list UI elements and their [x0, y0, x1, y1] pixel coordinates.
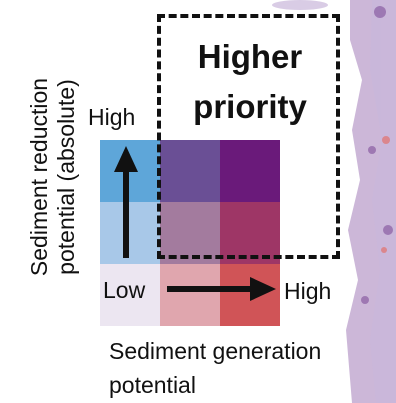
y-axis-label-line2: potential (absolute)	[53, 79, 79, 275]
x-axis-label-line2: potential	[109, 372, 196, 398]
cell-high-mid	[160, 140, 220, 202]
cell-mid-low	[100, 202, 160, 264]
priority-box	[157, 14, 340, 259]
x-axis-label: Sediment generation potential	[109, 334, 321, 402]
cell-high-high	[220, 140, 280, 202]
cell-mid-high	[220, 202, 280, 264]
x-axis-arrow	[167, 277, 276, 301]
y-axis-arrow	[114, 146, 138, 258]
x-low-label: Low	[103, 277, 146, 303]
x-axis-label-line1: Sediment generation	[109, 338, 322, 364]
x-high-label: High	[284, 278, 332, 304]
cell-low-low	[100, 264, 160, 326]
priority-label: Higher priority	[193, 38, 307, 125]
y-axis-label-line1: Sediment reduction	[26, 77, 52, 277]
cell-low-mid	[160, 264, 220, 326]
cell-mid-mid	[160, 202, 220, 264]
y-axis-label: Sediment reduction potential (absolute)	[26, 78, 80, 276]
y-high-label: High	[88, 104, 136, 130]
